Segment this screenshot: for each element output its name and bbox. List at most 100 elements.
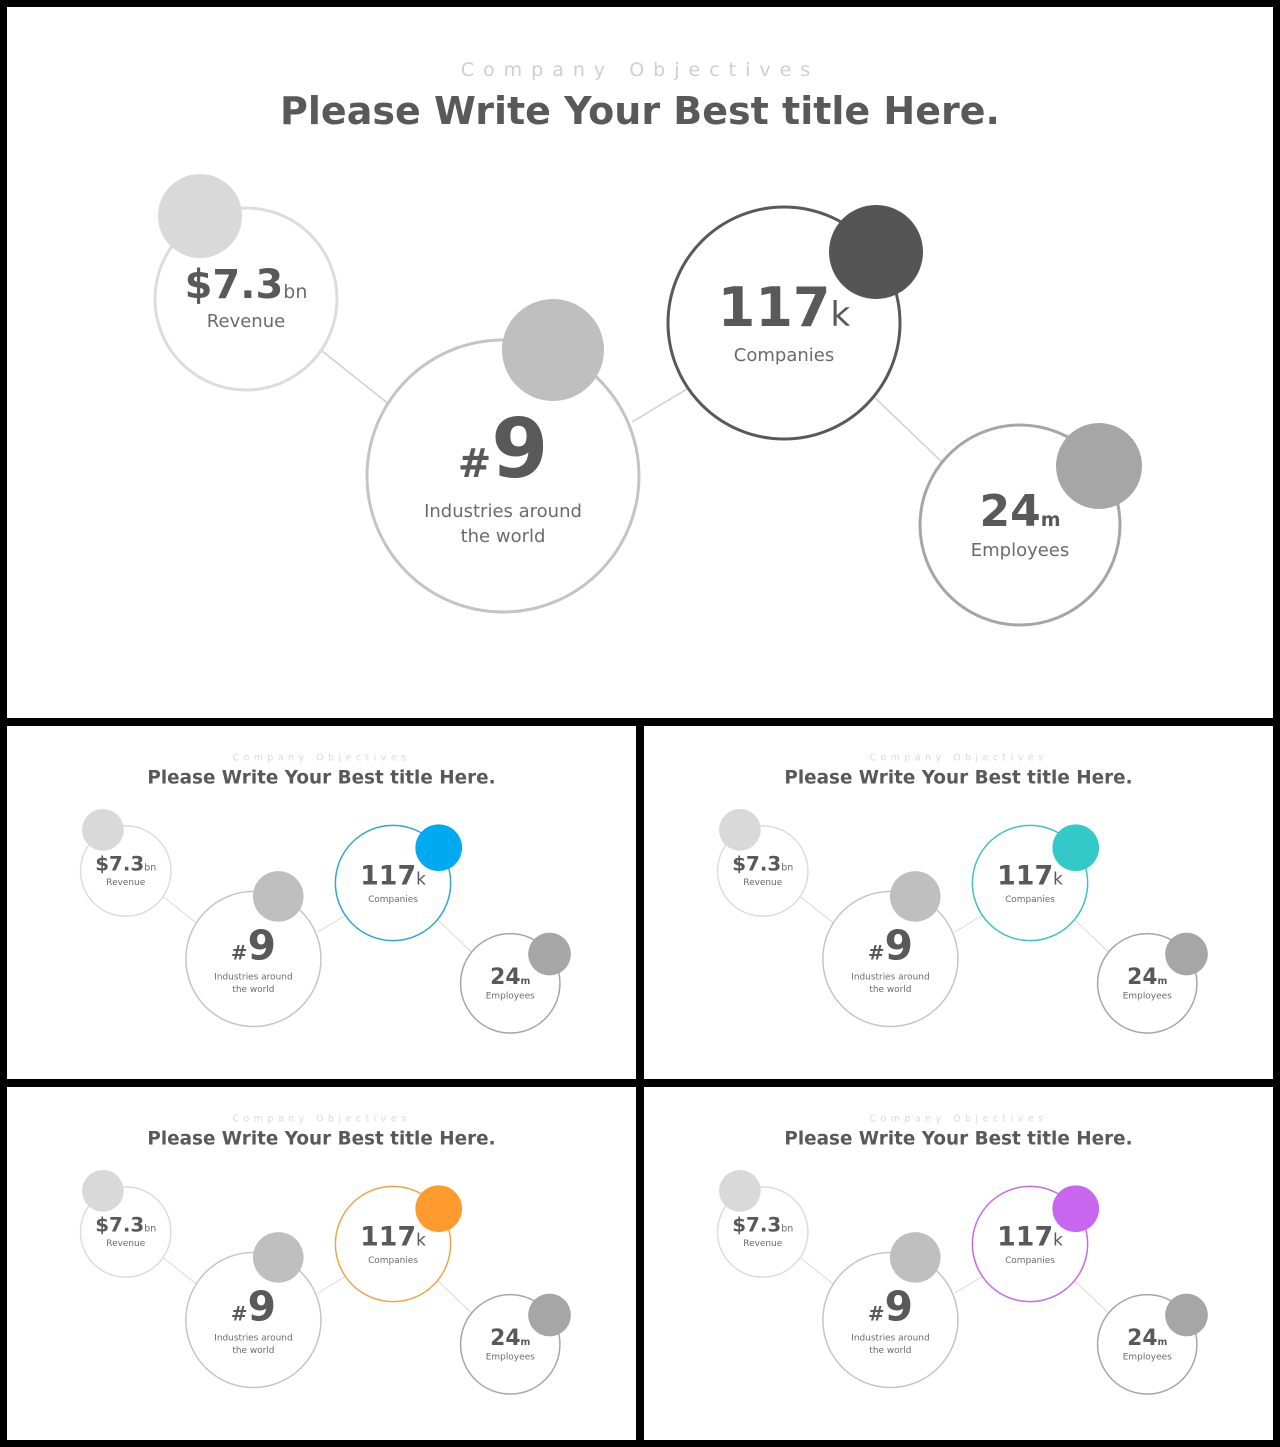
slide-subtitle: Company Objectives <box>232 751 411 763</box>
slide-title: Please Write Your Best title Here. <box>147 766 496 789</box>
slide-title: Please Write Your Best title Here. <box>784 1127 1133 1150</box>
industries-dot <box>252 1232 304 1283</box>
revenue-label: Revenue <box>206 311 286 332</box>
employees-value: 24 <box>490 963 521 990</box>
employees-stat: 24m Employees <box>1122 1324 1172 1363</box>
employees-value: 24 <box>979 486 1041 537</box>
slide-title: Please Write Your Best title Here. <box>147 1127 496 1150</box>
revenue-label: Revenue <box>743 877 783 888</box>
employees-label: Employees <box>485 990 535 1002</box>
industries-label-line1: Industries around <box>851 971 930 982</box>
industries-label-line2: the world <box>232 983 275 995</box>
revenue-dot <box>719 808 761 851</box>
connector-line <box>321 350 391 406</box>
companies-unit: k <box>1053 869 1063 889</box>
employees-unit: m <box>520 975 531 987</box>
slide-subtitle: Company Objectives <box>232 1112 411 1124</box>
industries-dot <box>889 871 941 922</box>
bubble-network <box>79 1169 571 1395</box>
companies-unit: k <box>416 1230 426 1250</box>
industries-label-line1: Industries around <box>851 1332 930 1343</box>
employees-label: Employees <box>485 1351 535 1363</box>
employees-unit: m <box>520 1336 531 1348</box>
industries-value: 9 <box>247 1283 276 1331</box>
employees-label: Employees <box>1122 1351 1172 1363</box>
revenue-value: $7.3 <box>184 262 284 308</box>
connector-line <box>954 1276 983 1294</box>
bubble-network <box>716 808 1208 1034</box>
companies-stat: 117k Companies <box>360 1223 426 1265</box>
companies-value: 117 <box>997 1220 1054 1252</box>
revenue-unit: bn <box>283 281 308 303</box>
revenue-label: Revenue <box>106 1238 146 1249</box>
industries-prefix: # <box>230 941 248 965</box>
industries-stat: #9 Industries around the world <box>214 925 292 995</box>
connector-line <box>317 1276 346 1294</box>
slide-main: Company Objectives Please Write Your Bes… <box>7 7 1273 718</box>
companies-value: 117 <box>360 859 417 891</box>
industries-label-line1: Industries around <box>424 501 582 522</box>
bubble-network <box>716 1169 1208 1395</box>
slide-purple-variant: Company Objectives Please Write Your Bes… <box>644 1087 1273 1440</box>
revenue-stat: $7.3bn Revenue <box>95 854 156 887</box>
industries-stat: #9 Industries around the world <box>424 409 582 548</box>
slide-subtitle: Company Objectives <box>869 1112 1048 1124</box>
connector-line <box>437 919 472 953</box>
companies-dot <box>415 824 463 872</box>
connector-line <box>873 396 943 463</box>
companies-value: 117 <box>360 1220 417 1252</box>
industries-stat: #9 Industries around the world <box>851 925 930 994</box>
industries-dot <box>502 299 604 401</box>
companies-unit: k <box>416 869 426 889</box>
companies-label: Companies <box>1005 1254 1055 1266</box>
companies-dot <box>829 205 923 299</box>
employees-value: 24 <box>1127 1324 1158 1351</box>
connector-line <box>631 388 688 423</box>
companies-label: Companies <box>368 893 418 905</box>
revenue-value: $7.3 <box>732 1213 782 1237</box>
slide-teal-variant: Company Objectives Please Write Your Bes… <box>644 726 1273 1079</box>
slide-subtitle: Company Objectives <box>869 751 1048 763</box>
revenue-stat: $7.3bn Revenue <box>732 854 793 887</box>
industries-value: 9 <box>247 922 276 970</box>
slide-subtitle: Company Objectives <box>460 59 820 81</box>
revenue-dot <box>82 808 124 851</box>
companies-dot <box>1052 1185 1100 1233</box>
industries-stat: #9 Industries around the world <box>214 1286 293 1356</box>
connector-line <box>317 915 346 933</box>
slide-title: Please Write Your Best title Here. <box>784 766 1133 789</box>
slide-title: Please Write Your Best title Here. <box>280 89 1000 133</box>
employees-unit: m <box>1157 1336 1168 1348</box>
industries-prefix: # <box>867 1302 885 1326</box>
companies-label: Companies <box>733 345 835 366</box>
connector-line <box>800 1257 835 1286</box>
connector-line <box>800 896 835 925</box>
employees-dot <box>1165 932 1208 976</box>
revenue-value: $7.3 <box>732 852 782 876</box>
slide-orange-variant: Company Objectives Please Write Your Bes… <box>7 1087 636 1440</box>
companies-dot <box>1052 824 1100 872</box>
industries-value: 9 <box>884 1283 913 1331</box>
employees-label: Employees <box>1122 990 1172 1002</box>
employees-stat: 24m Employees <box>1122 966 1172 1002</box>
revenue-value: $7.3 <box>95 852 145 876</box>
industries-label-line1: Industries around <box>214 1332 293 1343</box>
revenue-stat: $7.3bn Revenue <box>185 265 308 332</box>
connector-line <box>1074 919 1109 953</box>
employees-dot <box>528 932 571 976</box>
companies-label: Companies <box>368 1254 418 1266</box>
revenue-unit: bn <box>144 862 157 874</box>
industries-prefix: # <box>230 1302 248 1326</box>
industries-prefix: # <box>867 941 885 965</box>
employees-unit: m <box>1157 975 1168 987</box>
connector-line <box>1074 1280 1109 1314</box>
companies-stat: 117k Companies <box>997 862 1063 904</box>
companies-unit: k <box>1053 1230 1063 1250</box>
industries-label-line2: the world <box>232 1344 275 1356</box>
revenue-dot <box>82 1169 124 1212</box>
connector-line <box>163 896 198 925</box>
industries-stat: #9 Industries around the world <box>851 1286 930 1355</box>
employees-stat: 24m Employees <box>485 963 535 1002</box>
industries-value: 9 <box>491 402 549 497</box>
revenue-label: Revenue <box>743 1238 783 1249</box>
